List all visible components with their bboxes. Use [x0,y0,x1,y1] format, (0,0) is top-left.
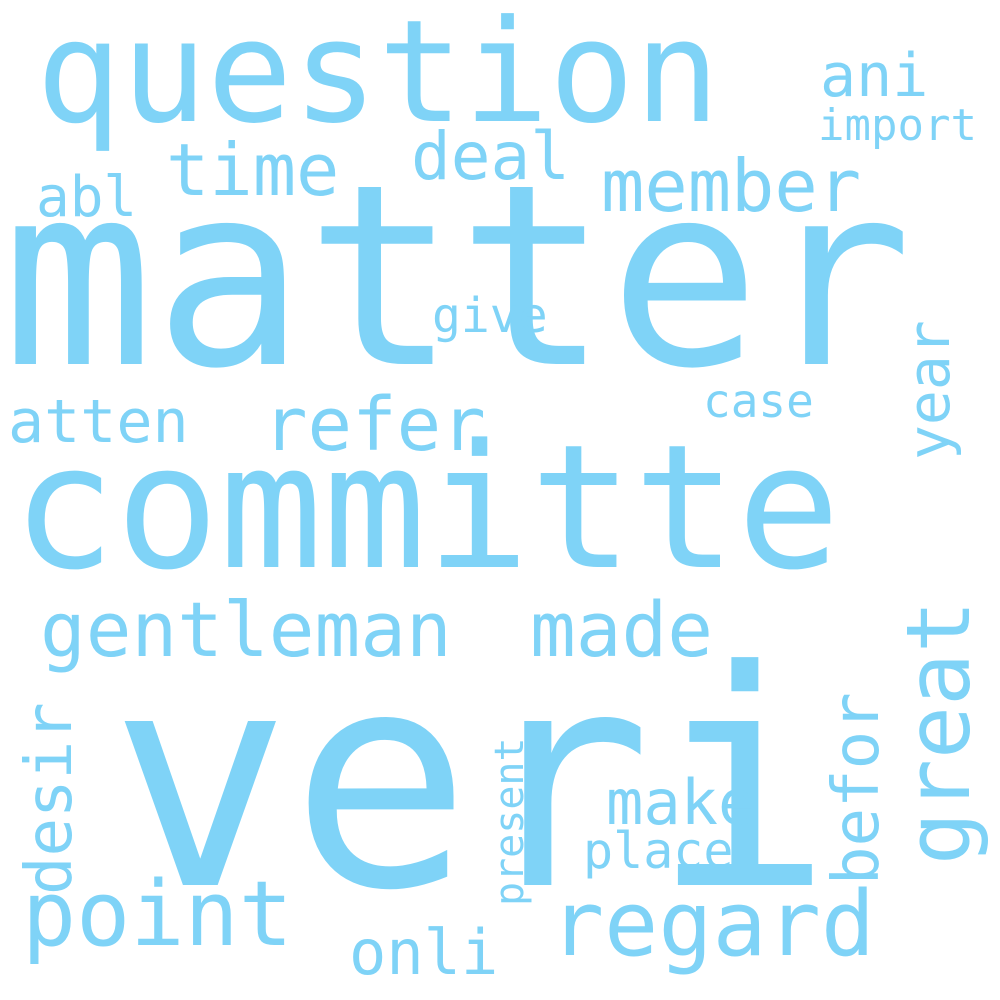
word-regard: regard [550,872,876,977]
word-member: member [601,144,862,228]
word-gentleman: gentleman [40,585,452,674]
word-question: question [36,0,720,155]
word-import: import [818,100,977,151]
word-place: place [583,822,734,880]
word-time: time [166,128,340,212]
word-committe: committe [12,407,841,608]
word-present: present [487,737,533,906]
word-atten: atten [8,387,189,457]
word-veri: veri [110,607,833,956]
word-make: make [606,766,756,839]
word-onli: onli [349,916,499,989]
word-year: year [895,320,963,460]
word-matter: matter [2,131,913,424]
word-abl: abl [36,165,138,230]
word-point: point [22,862,293,967]
word-great: great [887,600,990,865]
word-made: made [530,585,714,674]
word-befor: befor [820,692,894,885]
word-deal: deal [411,118,570,195]
word-refer: refer [263,382,486,468]
word-ani: ani [820,41,929,111]
word-give: give [432,288,548,344]
word-case: case [703,374,814,428]
